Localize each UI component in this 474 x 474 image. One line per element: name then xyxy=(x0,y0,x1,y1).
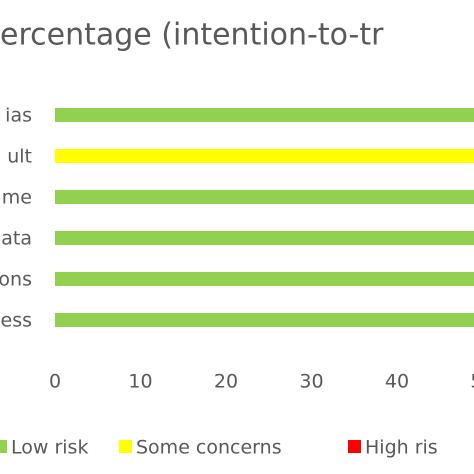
bar-segment xyxy=(55,231,474,245)
y-tick-label: ult xyxy=(7,146,32,168)
bar-segment xyxy=(55,149,474,163)
chart-title: ercentage (intention-to-tr xyxy=(0,18,384,53)
legend-label: Some concerns xyxy=(136,437,282,459)
x-tick-label: 40 xyxy=(385,371,409,393)
bar-segment xyxy=(55,108,474,122)
x-tick-label: 30 xyxy=(299,371,323,393)
legend-label: High ris xyxy=(365,437,438,459)
y-tick-label: me xyxy=(2,187,32,209)
y-tick-label: ata xyxy=(1,228,32,250)
y-tick-label: ess xyxy=(1,310,33,332)
x-tick-label: 50 xyxy=(470,371,474,393)
bar-segment xyxy=(55,190,474,204)
x-tick-label: 10 xyxy=(128,371,152,393)
bar-segment xyxy=(55,313,474,327)
legend-swatch xyxy=(348,440,361,453)
y-tick-label: ons xyxy=(0,269,32,291)
y-tick-label: ias xyxy=(5,105,32,127)
legend-swatch xyxy=(0,440,7,453)
legend-label: Low risk xyxy=(11,437,88,459)
x-tick-label: 20 xyxy=(214,371,238,393)
x-tick-label: 0 xyxy=(49,371,61,393)
legend-swatch xyxy=(119,440,132,453)
bar-segment xyxy=(55,272,474,286)
